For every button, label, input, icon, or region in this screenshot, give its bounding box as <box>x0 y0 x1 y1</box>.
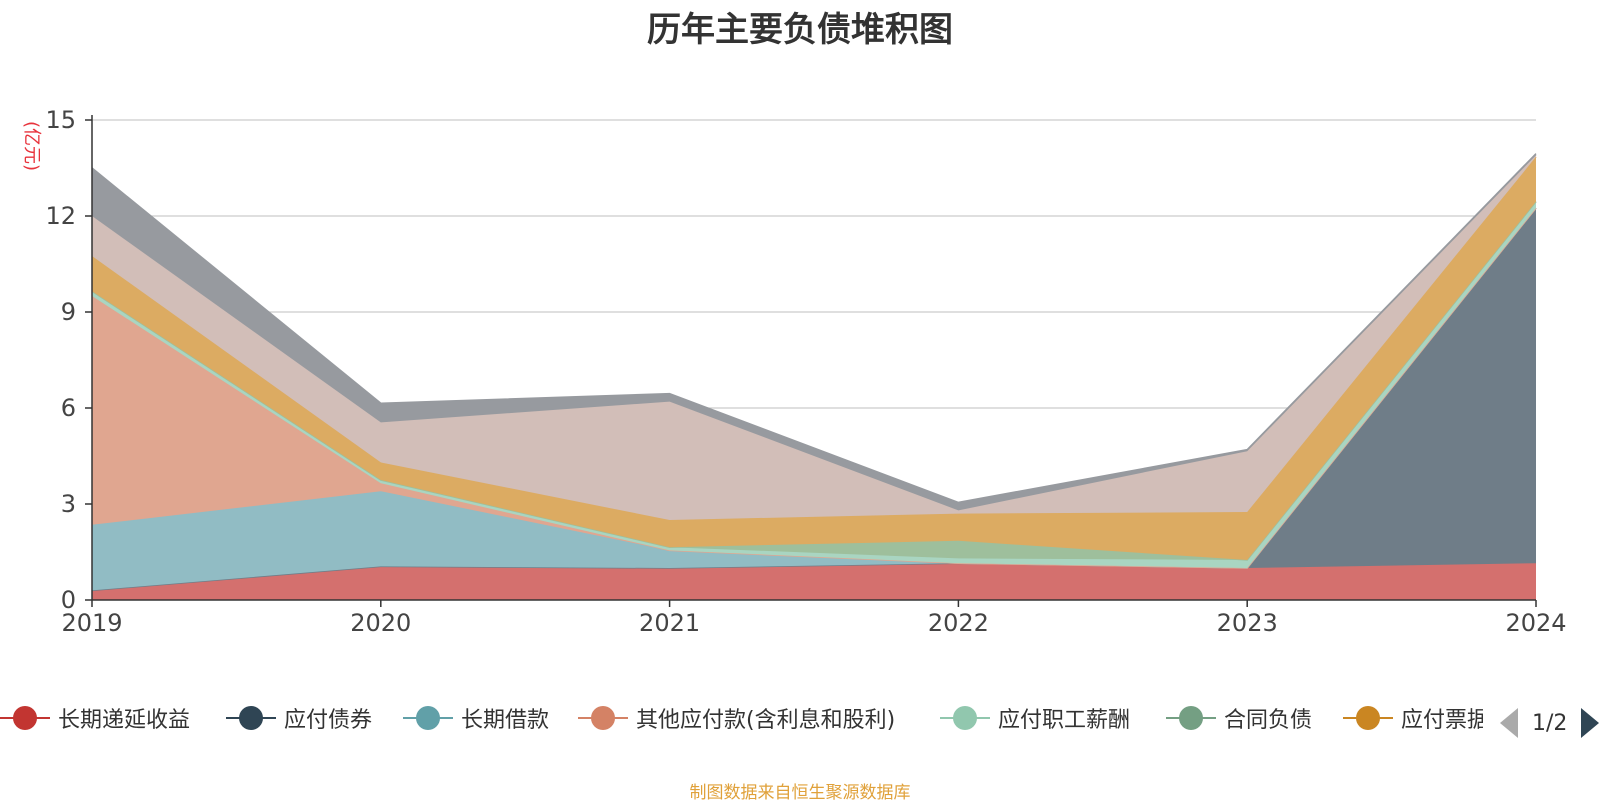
legend-item[interactable]: 其他应付款(含利息和股利) <box>578 700 933 736</box>
legend-item[interactable]: 长期借款 <box>403 700 571 736</box>
y-tick-label: 15 <box>45 106 76 134</box>
y-axis-label: (亿元) <box>21 121 42 171</box>
y-tick-label: 3 <box>61 490 76 518</box>
x-tick-label: 2020 <box>350 609 411 637</box>
legend-item[interactable]: 长期递延收益 <box>0 700 220 736</box>
legend-marker-icon <box>578 700 628 736</box>
data-source-note: 制图数据来自恒生聚源数据库 <box>689 783 911 803</box>
area-series-7 <box>92 155 1536 520</box>
legend-page-indicator: 1/2 <box>1532 710 1568 736</box>
chart-title: 历年主要负债堆积图 <box>647 10 953 50</box>
stacked-area-chart: 0 3 6 9 12 15 2019 2020 2021 2022 2023 2024 (亿元) <box>21 106 1567 637</box>
x-tick-label: 2021 <box>639 609 700 637</box>
legend-next-page-icon[interactable] <box>1581 708 1600 738</box>
legend-label: 长期递延收益 <box>58 708 191 733</box>
legend-pager: 1/2 <box>1500 706 1600 740</box>
legend-marker-icon <box>940 700 990 736</box>
legend: 长期递延收益 应付债券 长期借款 其他应付款(含利息和股利) 应付职工薪酬 合同负债 应付票… <box>0 700 1600 736</box>
legend-item[interactable]: 应付职工薪酬 <box>940 700 1160 736</box>
x-tick-label: 2022 <box>928 609 989 637</box>
area-series-1 <box>92 208 1536 591</box>
y-axis-ticks: 0 3 6 9 12 15 <box>45 106 92 614</box>
area-series-group <box>91 153 1537 600</box>
y-tick-label: 12 <box>45 202 76 230</box>
legend-label: 长期借款 <box>461 708 550 733</box>
legend-marker-icon <box>0 700 50 736</box>
legend-item[interactable]: 应付票据 <box>1343 700 1483 736</box>
area-series-2 <box>92 208 1536 591</box>
x-axis-ticks: 2019 2020 2021 2022 2023 2024 <box>61 600 1567 637</box>
y-tick-label: 0 <box>61 586 76 614</box>
x-tick-label: 2019 <box>61 609 122 637</box>
legend-item[interactable]: 应付债券 <box>226 700 396 736</box>
legend-marker-icon <box>1343 700 1393 736</box>
x-tick-label: 2023 <box>1217 609 1278 637</box>
legend-label: 应付职工薪酬 <box>998 708 1131 733</box>
legend-marker-icon <box>226 700 276 736</box>
y-tick-label: 9 <box>61 298 76 326</box>
area-series-0 <box>92 563 1536 600</box>
x-tick-label: 2024 <box>1505 609 1566 637</box>
legend-label: 其他应付款(含利息和股利) <box>636 708 896 733</box>
legend-label: 应付债券 <box>284 708 373 733</box>
legend-label: 合同负债 <box>1224 708 1313 733</box>
legend-label: 应付票据 <box>1401 708 1483 733</box>
axes <box>91 115 1536 601</box>
legend-marker-icon <box>1166 700 1216 736</box>
y-tick-label: 6 <box>61 394 76 422</box>
legend-marker-icon <box>403 700 453 736</box>
series-line-8 <box>91 153 1537 504</box>
legend-prev-page-icon[interactable] <box>1500 708 1518 738</box>
legend-item[interactable]: 合同负债 <box>1166 700 1336 736</box>
